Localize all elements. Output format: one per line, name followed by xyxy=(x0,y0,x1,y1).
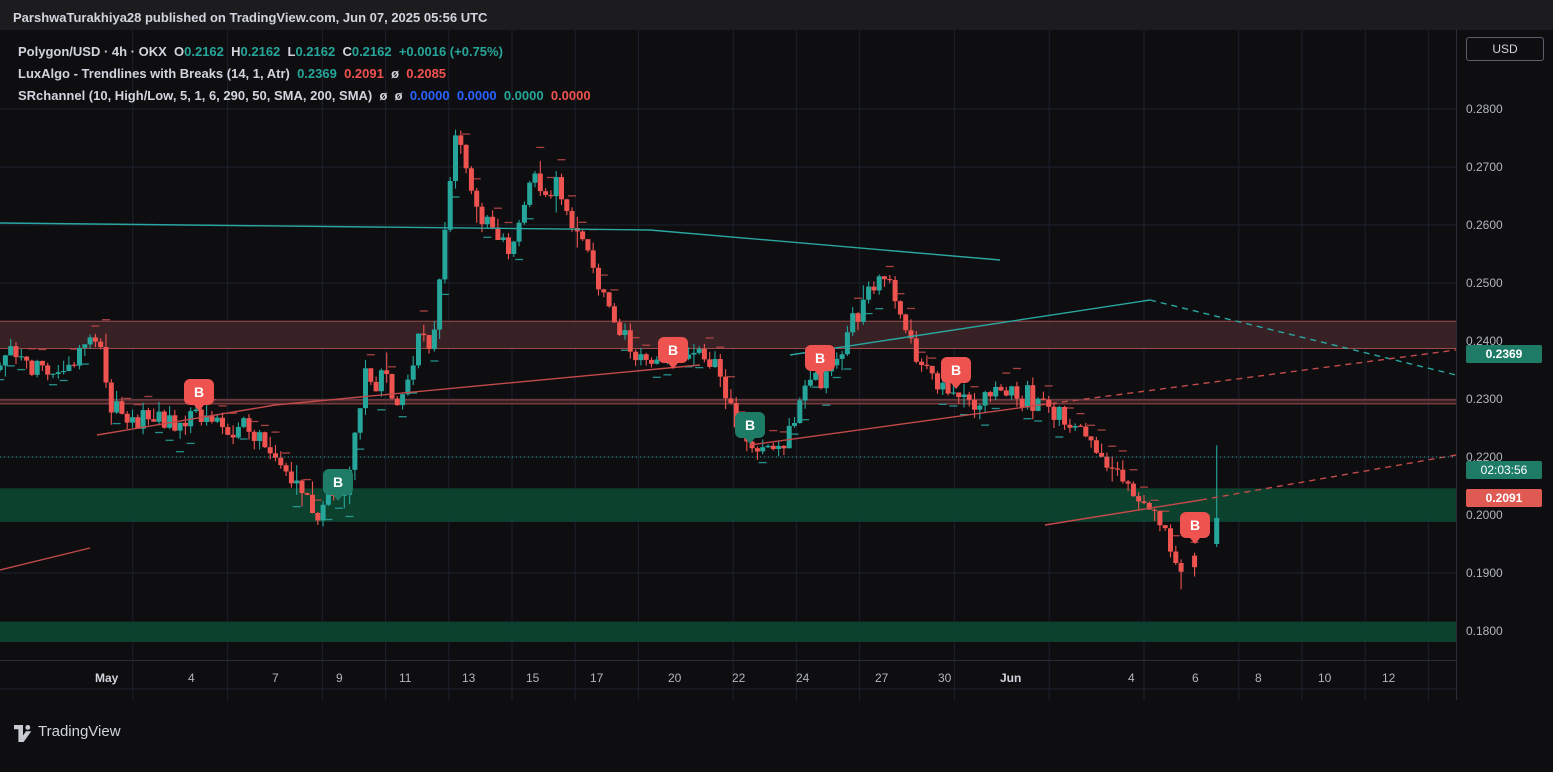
svg-text:B: B xyxy=(815,350,825,366)
svg-text:B: B xyxy=(1190,517,1200,533)
svg-text:B: B xyxy=(668,342,678,358)
svg-text:B: B xyxy=(194,384,204,400)
svg-text:B: B xyxy=(745,417,755,433)
svg-text:B: B xyxy=(951,362,961,378)
svg-text:B: B xyxy=(333,474,343,490)
